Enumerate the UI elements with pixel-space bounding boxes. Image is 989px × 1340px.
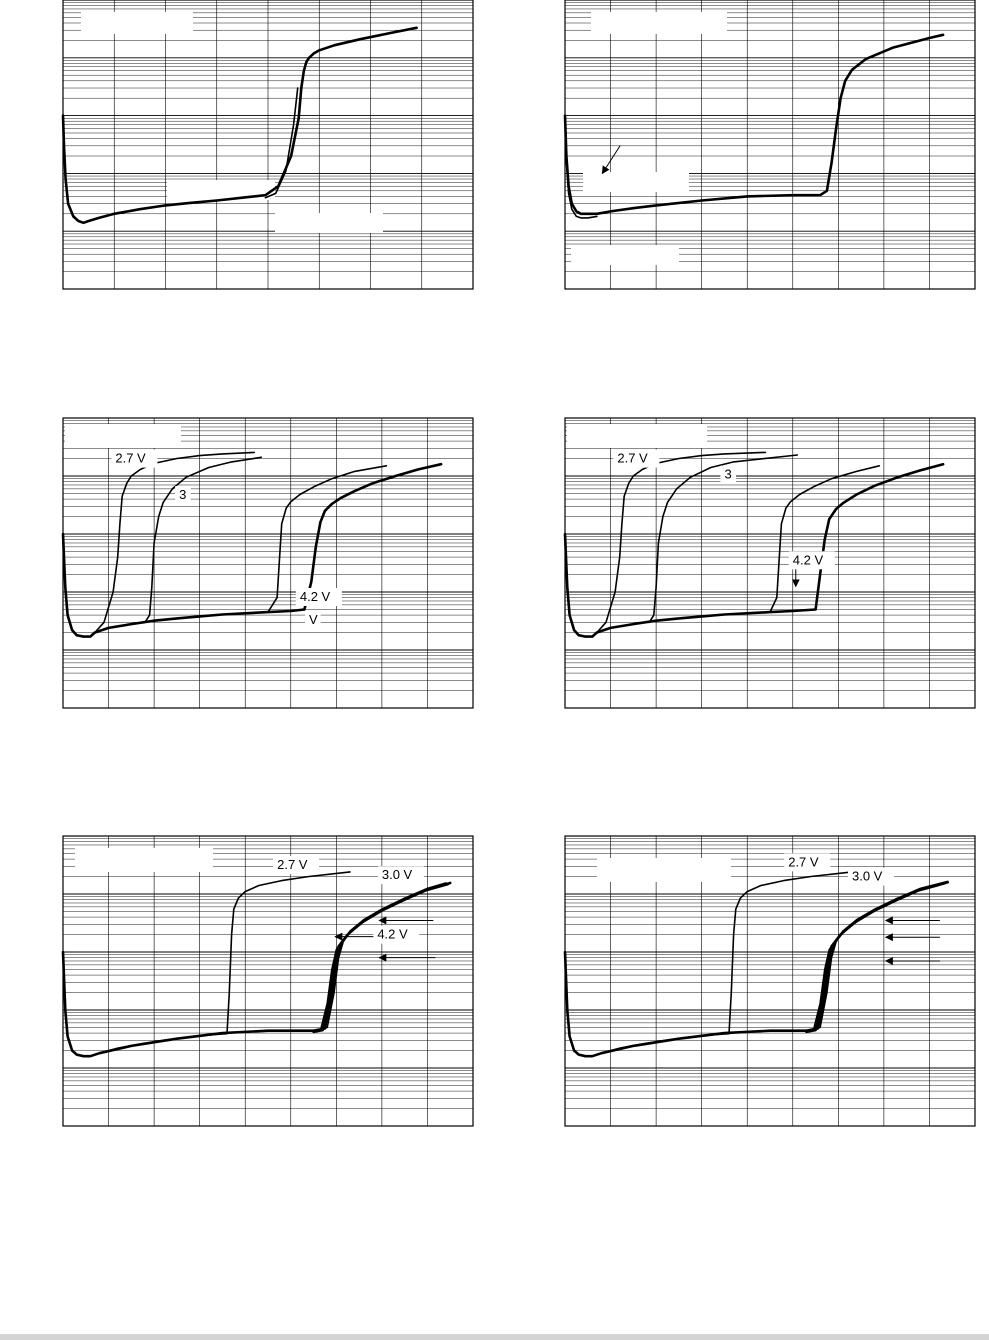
annotation-label: 2.7 V <box>617 451 648 466</box>
annotation-backing <box>788 551 835 570</box>
label-box <box>81 12 193 34</box>
label-box <box>571 245 679 265</box>
chart-middle-right: 2.7 V 3 4.2 V <box>563 417 976 709</box>
annotation-backing <box>784 853 831 872</box>
series-line-2 <box>144 456 262 624</box>
annotation-label: 4.2 V <box>377 927 408 942</box>
series-line-2 <box>564 114 598 219</box>
annotation-label: 3.0 V <box>852 869 883 884</box>
label-box <box>75 848 213 872</box>
annotation-backing <box>273 855 320 874</box>
annotation-label: 2.7 V <box>277 857 308 872</box>
label-box <box>567 424 707 448</box>
series-line-3 <box>769 464 881 613</box>
series-line-2 <box>264 87 299 199</box>
annotation-label: 4.2 V <box>793 552 824 567</box>
series-line-2 <box>564 880 949 1057</box>
chart-middle-left: 2.7 V 3 4.2 V V <box>61 417 474 709</box>
annotation-label: 3.0 V <box>382 867 413 882</box>
annotation-label: 3 <box>724 467 731 482</box>
annotation-backing <box>175 486 191 505</box>
series-line-4 <box>563 462 945 638</box>
annotation-backing <box>295 587 342 606</box>
series-line-2 <box>648 454 799 624</box>
series-line-5 <box>312 884 442 1033</box>
series-line-3 <box>563 880 950 1058</box>
series-line-1 <box>563 33 945 216</box>
series-line-5 <box>805 884 940 1033</box>
label-box <box>591 12 727 34</box>
label-box <box>65 424 181 448</box>
label-box <box>167 180 275 200</box>
label-box <box>597 858 731 882</box>
series-line-1 <box>62 451 256 638</box>
series-line-1 <box>61 26 418 225</box>
chart-top-right <box>563 0 976 290</box>
annotation-label: 2.7 V <box>115 451 146 466</box>
annotation-arrow <box>601 145 621 175</box>
page-footer-rule <box>0 1334 989 1340</box>
label-box <box>275 213 383 233</box>
annotation-backing <box>111 449 158 468</box>
annotation-backing <box>848 867 894 886</box>
annotation-backing <box>377 866 424 885</box>
annotation-backing <box>720 465 737 484</box>
annotation-backing <box>373 925 420 944</box>
annotation-label: 4.2 V <box>300 589 331 604</box>
series-line-3 <box>267 464 388 613</box>
series-line-4 <box>61 462 443 638</box>
annotation-backing <box>613 449 660 468</box>
annotation-label: V <box>309 612 318 627</box>
chart-bottom-right: 2.7 V 3.0 V <box>563 835 976 1127</box>
annotation-label: 3 <box>179 487 186 502</box>
label-box <box>583 172 689 192</box>
annotation-label: 2.7 V <box>788 854 819 869</box>
annotation-backing <box>305 611 321 630</box>
chart-top-left <box>61 0 474 290</box>
chart-bottom-left: 2.7 V 3.0 V 4.2 V <box>61 835 474 1127</box>
